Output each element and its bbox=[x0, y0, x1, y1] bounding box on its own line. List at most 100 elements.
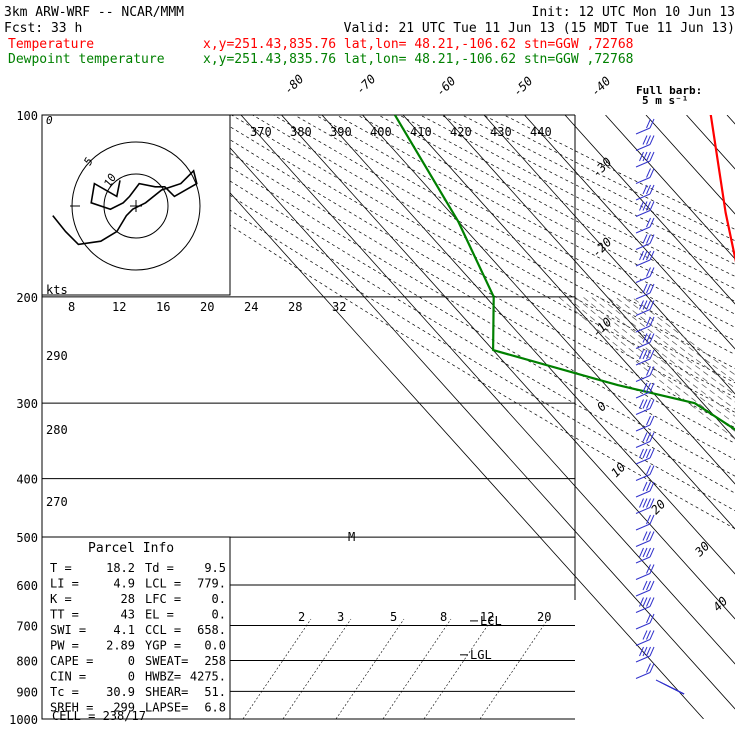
parcel-value: 0 bbox=[128, 654, 135, 668]
isotherm-label: 0 bbox=[594, 399, 609, 414]
isotherm--60 bbox=[402, 115, 735, 485]
parcel-info-frame bbox=[41, 536, 231, 720]
wind-barb-flag bbox=[646, 184, 651, 195]
pressure-label-500: 500 bbox=[16, 531, 38, 545]
theta-label: 420 bbox=[450, 125, 472, 139]
wind-barb-flag bbox=[646, 283, 651, 294]
wind-barb bbox=[635, 127, 651, 135]
wind-barb-flag bbox=[639, 300, 644, 310]
wind-barb-flag bbox=[642, 580, 648, 591]
wind-barb-flag bbox=[646, 267, 651, 277]
wind-barb-flag bbox=[642, 349, 648, 360]
wind-barb bbox=[635, 243, 651, 250]
parcel-value: 0. bbox=[212, 592, 226, 606]
wind-barb-flag bbox=[646, 663, 651, 673]
parcel-value: 6.8 bbox=[204, 701, 226, 715]
wind-barb-flag bbox=[646, 531, 651, 541]
wind-barb-flag bbox=[649, 663, 655, 673]
parcel-key: LCL = bbox=[145, 577, 181, 591]
wind-barb bbox=[635, 276, 651, 283]
wind-barb-flag bbox=[642, 283, 648, 294]
parcel-key: TT = bbox=[50, 608, 79, 622]
profile-temperature bbox=[709, 115, 735, 263]
dry-adiabat-400 bbox=[378, 115, 735, 302]
dry-adiabat-390 bbox=[357, 115, 735, 315]
wind-barb-flag bbox=[646, 349, 651, 360]
isotherm--10 bbox=[605, 115, 735, 260]
wind-barb bbox=[635, 441, 651, 448]
wind-barb bbox=[635, 292, 651, 300]
dry-adiabat-380 bbox=[336, 115, 735, 328]
wind-barb bbox=[635, 309, 651, 316]
wind-barb-flag bbox=[646, 201, 651, 211]
wind-barb-flag bbox=[646, 514, 651, 525]
parcel-value: 43 bbox=[121, 608, 135, 622]
hodograph-unit: kts bbox=[46, 283, 68, 297]
wind-barb bbox=[635, 177, 651, 184]
wind-barb-flag bbox=[646, 234, 651, 244]
parcel-key: HWBZ= bbox=[145, 670, 181, 684]
model-title: 3km ARW-WRF -- NCAR/MMM bbox=[4, 5, 184, 20]
parcel-key: PW = bbox=[50, 639, 79, 653]
wind-barb-flag bbox=[642, 630, 648, 640]
theta-label: 410 bbox=[410, 125, 432, 139]
wind-barb-flag bbox=[646, 481, 651, 492]
parcel-value: 18.2 bbox=[106, 561, 135, 575]
mixing-ratio-line bbox=[382, 618, 452, 719]
wind-barb-flag bbox=[639, 250, 644, 261]
dry-adiabat-250 bbox=[63, 115, 735, 530]
wind-barb-flag bbox=[646, 498, 651, 508]
isotherm--90 bbox=[281, 115, 735, 620]
wind-barb-flag bbox=[646, 250, 651, 261]
theta-label: 370 bbox=[250, 125, 272, 139]
mixing-ratio-label: 12 bbox=[480, 610, 494, 624]
wind-barb-flag bbox=[649, 349, 655, 360]
parcel-key: Td = bbox=[145, 561, 174, 575]
dry-adiabat-310 bbox=[189, 115, 735, 429]
wind-barb bbox=[635, 622, 651, 630]
wind-barb-flag bbox=[642, 250, 648, 261]
hodograph-ring bbox=[103, 173, 169, 239]
mixing-ratio-label: 20 bbox=[537, 610, 551, 624]
parcel-key: LAPSE= bbox=[145, 701, 188, 715]
dry-adiabat-300 bbox=[168, 115, 735, 444]
wind-scale-label: 16 bbox=[156, 300, 170, 314]
theta-label: 430 bbox=[490, 125, 512, 139]
parcel-value: 9.5 bbox=[204, 561, 226, 575]
hodograph-ring-label: 10 bbox=[101, 171, 119, 189]
full-barb-unit: 5 m s⁻¹ bbox=[642, 94, 688, 107]
parcel-value: 51. bbox=[204, 685, 226, 699]
wind-barb-flag bbox=[642, 481, 648, 492]
wind-barb-flag bbox=[649, 234, 655, 244]
parcel-key: LI = bbox=[50, 577, 79, 591]
isotherm--20 bbox=[564, 115, 735, 305]
wind-barb-flag bbox=[646, 547, 651, 558]
pressure-label-600: 600 bbox=[16, 579, 38, 593]
wind-barb-flag bbox=[642, 184, 648, 195]
pressure-label-200: 200 bbox=[16, 291, 38, 305]
wind-barb bbox=[635, 408, 651, 415]
mixing-ratio-line bbox=[423, 618, 493, 719]
wind-barb bbox=[635, 342, 651, 349]
wind-barb-flag bbox=[649, 448, 655, 459]
dry-adiabat-side-label: 290 bbox=[46, 349, 68, 363]
parcel-key: Tc = bbox=[50, 685, 79, 699]
wind-scale-label: 8 bbox=[68, 300, 75, 314]
wind-barb-flag bbox=[649, 432, 655, 442]
wind-barb-flag bbox=[639, 498, 644, 508]
wind-barb-flag bbox=[649, 316, 655, 327]
wind-barb-flag bbox=[642, 234, 648, 244]
wind-barb-flag bbox=[649, 300, 655, 310]
pressure-label-800: 800 bbox=[16, 654, 38, 668]
wind-barb bbox=[635, 523, 651, 531]
wind-barb-flag bbox=[642, 151, 648, 162]
dry-adiabat-290 bbox=[147, 115, 735, 460]
moist-adiabat--5 bbox=[566, 296, 735, 432]
wind-barb bbox=[635, 672, 651, 679]
parcel-value: 2.89 bbox=[106, 639, 135, 653]
wind-barb-flag bbox=[649, 201, 655, 211]
wind-barb-flag bbox=[642, 333, 648, 343]
wind-barb bbox=[635, 358, 651, 366]
marker-label: M bbox=[348, 530, 355, 544]
